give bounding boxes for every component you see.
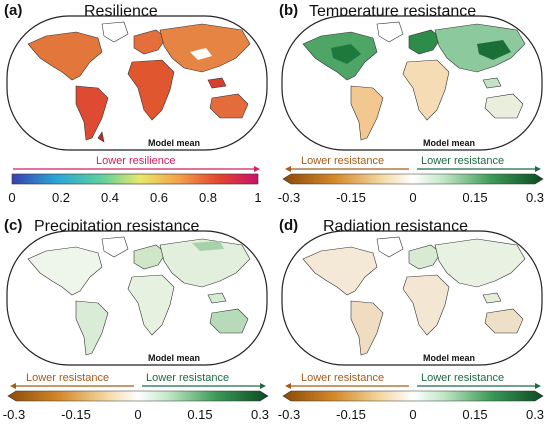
south-america (75, 85, 109, 141)
colorbar (282, 383, 544, 402)
tick-label: 0.15 (187, 407, 213, 422)
australia (209, 93, 249, 119)
south-america (350, 300, 384, 356)
greenland (376, 21, 404, 43)
panel-resilience: (a) Resilience Model mean (0, 0, 275, 214)
greenland (376, 236, 404, 258)
panel-label: (a) (4, 2, 23, 19)
north-america (27, 246, 103, 296)
panel-radiation-resistance: (d) Radiation resistance Model mean Lowe… (275, 215, 550, 429)
panel-precipitation-resistance: (c) Precipitation resistance Model mean … (0, 215, 275, 429)
greenland (101, 236, 129, 258)
south-america (75, 300, 109, 356)
north-america (27, 31, 103, 81)
world-map (281, 15, 543, 151)
map-note: Model mean (148, 353, 201, 363)
world-map (6, 230, 268, 366)
map-note: Model mean (423, 353, 476, 363)
north-america (302, 246, 378, 296)
world-map (6, 15, 268, 151)
tick-label: 0.8 (198, 190, 218, 205)
tick-label: 0 (409, 407, 417, 422)
africa (127, 59, 175, 121)
right-annotation: Lower resistance (421, 372, 505, 384)
south-america (350, 85, 384, 141)
africa (127, 274, 175, 336)
asia (159, 238, 251, 288)
panel-label: (b) (279, 2, 299, 19)
map-note: Model mean (423, 138, 476, 148)
left-annotation: Lower resistance (26, 372, 110, 384)
tick-label: 0 (8, 190, 16, 205)
tick-label: -0.3 (277, 407, 301, 422)
tick-label: -0.15 (61, 407, 91, 422)
europe (133, 244, 167, 270)
europe (408, 244, 442, 270)
greenland (101, 21, 129, 43)
tick-label: 0 (409, 190, 417, 205)
world-map (281, 230, 543, 366)
panel-label: (c) (4, 217, 23, 234)
asia (159, 23, 251, 73)
tick-label: 0.6 (149, 190, 169, 205)
europe (133, 29, 167, 55)
africa (402, 274, 450, 336)
tick-label: -0.15 (336, 190, 366, 205)
tick-label: 1 (254, 190, 262, 205)
right-annotation: Lower resistance (146, 372, 230, 384)
tick-label: 0 (134, 407, 142, 422)
colorbar (7, 383, 269, 402)
asia (434, 238, 526, 288)
panel-label: (d) (279, 217, 299, 234)
tick-label: 0.3 (525, 407, 545, 422)
tick-label: -0.3 (2, 407, 26, 422)
panel-temperature-resistance: (b) Temperature resistance Model mean Lo… (275, 0, 550, 214)
tick-label: 0.4 (100, 190, 120, 205)
colorbar (11, 166, 260, 185)
tick-label: -0.3 (277, 190, 301, 205)
tick-label: 0.15 (462, 190, 488, 205)
map-note: Model mean (148, 138, 201, 148)
colorbar (282, 166, 544, 185)
australia (484, 93, 524, 119)
left-annotation: Lower resistance (301, 155, 385, 167)
right-annotation: Lower resistance (421, 155, 505, 167)
australia (209, 308, 249, 334)
tick-label: 0.3 (525, 190, 545, 205)
tick-label: 0.15 (462, 407, 488, 422)
europe (408, 29, 442, 55)
tick-label: -0.15 (336, 407, 366, 422)
left-annotation: Lower resistance (301, 372, 385, 384)
africa (402, 59, 450, 121)
bar-annotation: Lower resilience (96, 155, 176, 167)
australia (484, 308, 524, 334)
tick-label: 0.3 (250, 407, 270, 422)
tick-label: 0.2 (51, 190, 71, 205)
